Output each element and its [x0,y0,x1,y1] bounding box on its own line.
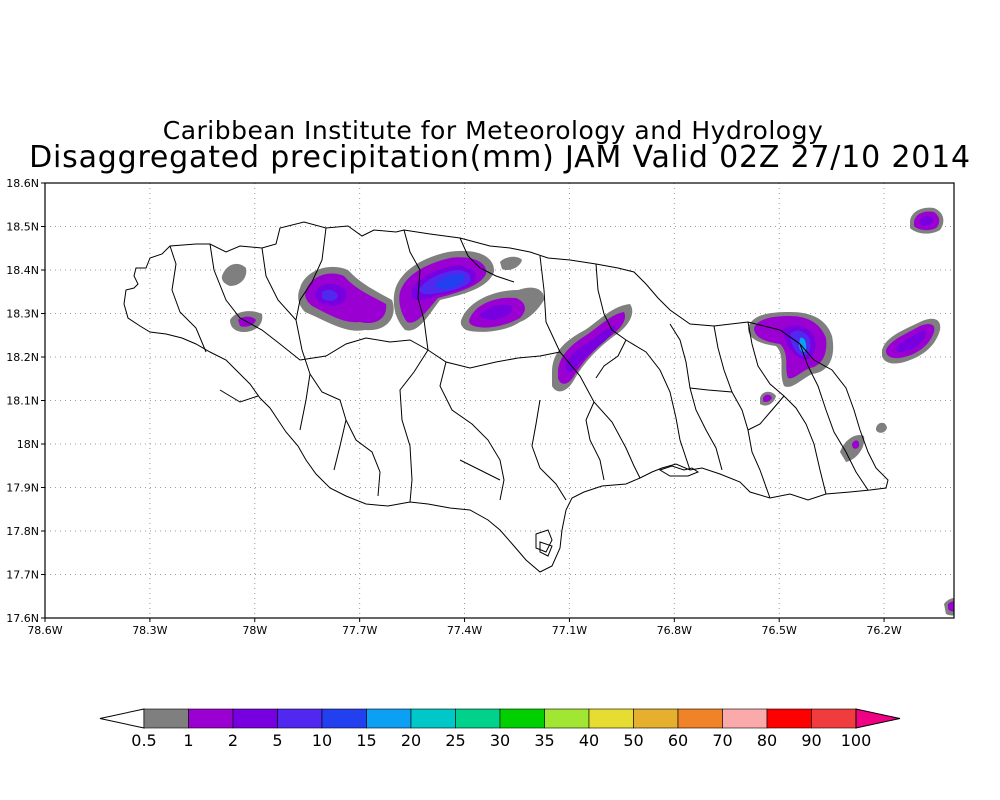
y-tick-label: 17.8N [6,525,39,538]
rain-area-purple [763,394,772,402]
colorbar-swatch [321,708,367,729]
y-tick-label: 18.3N [6,308,39,321]
colorbar-label: 25 [445,731,465,750]
colorbar-swatch [544,708,590,729]
colorbar-label: 20 [401,731,421,750]
colorbar-high-arrow [855,708,901,729]
colorbar-swatch [366,708,412,729]
rain-area-violet [896,330,926,353]
colorbar-label: 30 [490,731,510,750]
colorbar-swatch [722,708,768,729]
rain-area-darkblue [435,274,465,290]
colorbar-swatch [277,708,323,729]
colorbar-label: 80 [757,731,777,750]
y-tick-label: 18.4N [6,264,39,277]
jamaica-outline [123,221,889,573]
x-tick-label: 76.2W [866,624,901,637]
colorbar-swatch [143,708,189,729]
colorbar-swatch [455,708,501,729]
colorbar: 0.5 1 2 5 10 15 20 25 30 35 40 50 60 70 80 90 100 [99,708,901,750]
rain-area-grey [500,256,522,270]
y-tick-label: 18.5N [6,221,39,234]
y-tick-label: 18.6N [6,177,39,190]
x-tick-label: 77.7W [342,624,377,637]
y-tick-label: 17.6N [6,612,39,625]
rain-area-purple [948,601,954,612]
y-tick-label: 18N [17,438,39,451]
colorbar-label: 35 [534,731,554,750]
colorbar-swatch [811,708,857,729]
rain-area-violet [479,304,513,320]
x-tick-label: 76.8W [657,624,692,637]
colorbar-label: 1 [183,731,193,750]
rain-area-grey [876,422,887,433]
x-tick-label: 76.5W [762,624,797,637]
y-tick-label: 17.7N [6,569,39,582]
colorbar-swatch [677,708,723,729]
rain-area-violet [565,326,616,373]
colorbar-label: 50 [623,731,643,750]
rain-area-grey [221,263,247,286]
x-tick-label: 78.3W [132,624,167,637]
plot-frame [44,182,955,619]
colorbar-swatch [232,708,278,729]
colorbar-swatch [499,708,545,729]
colorbar-label: 2 [228,731,238,750]
y-tick-label: 18.1N [6,395,39,408]
colorbar-label: 100 [841,731,872,750]
precipitation-shading [221,207,954,616]
chart-title-line1: Caribbean Institute for Meteorology and … [162,116,824,145]
axis-ticks: 78.6W 78.3W 78W 77.7W 77.4W 77.1W 76.8W 76.5W 76… [6,177,902,637]
x-tick-label: 78W [242,624,267,637]
colorbar-label: 40 [579,731,599,750]
colorbar-swatch [633,708,679,729]
colorbar-swatch [410,708,456,729]
rain-area-violet [920,216,934,226]
x-tick-label: 77.4W [447,624,482,637]
colorbar-label: 0.5 [131,731,156,750]
y-tick-label: 18.2N [6,351,39,364]
colorbar-label: 60 [668,731,688,750]
colorbar-label: 15 [356,731,376,750]
grid-lines [45,183,954,618]
colorbar-label: 90 [801,731,821,750]
rain-area-purple [852,440,860,449]
colorbar-label: 5 [272,731,282,750]
colorbar-swatch [188,708,234,729]
rain-area-blue [322,289,338,301]
colorbar-swatch [766,708,812,729]
colorbar-label: 70 [712,731,732,750]
colorbar-label: 10 [312,731,332,750]
colorbar-low-arrow [99,708,145,729]
chart-title-line2: Disaggregated precipitation(mm) JAM Vali… [29,140,971,175]
y-tick-label: 17.9N [6,482,39,495]
x-tick-label: 78.6W [27,624,62,637]
x-tick-label: 77.1W [552,624,587,637]
colorbar-swatch [588,708,634,729]
